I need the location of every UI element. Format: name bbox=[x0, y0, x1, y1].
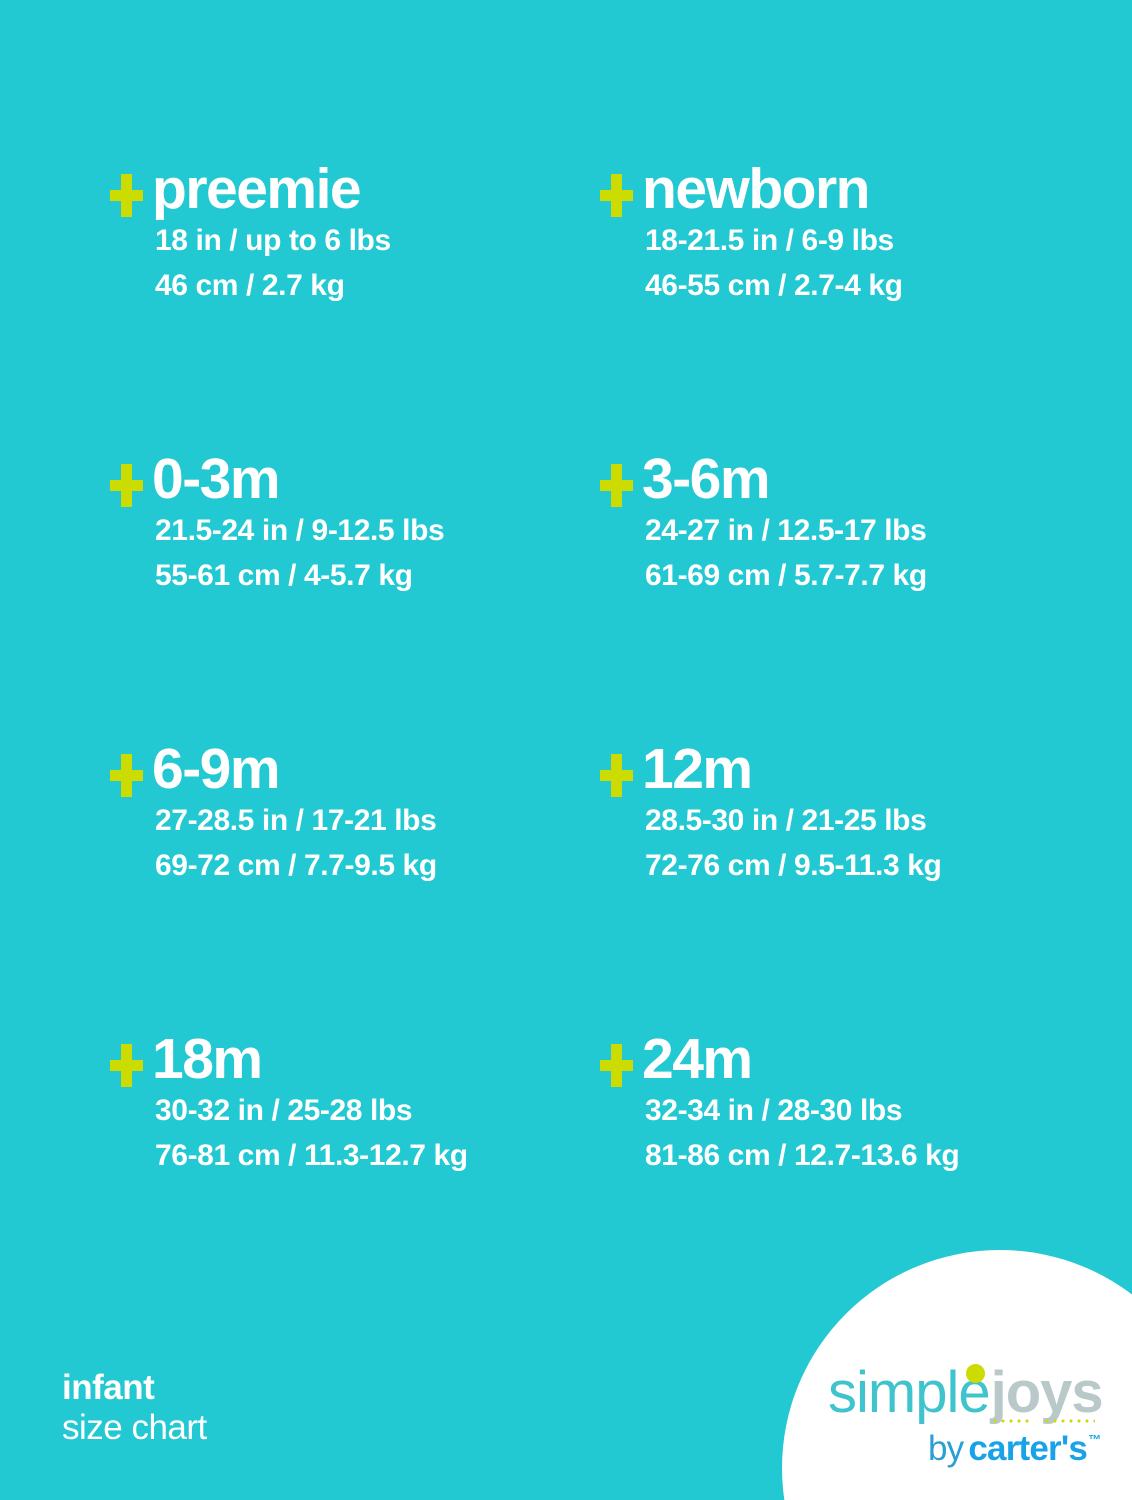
plus-icon bbox=[108, 750, 146, 806]
plus-icon bbox=[598, 750, 636, 806]
size-detail-imperial: 24-27 in / 12.5-17 lbs bbox=[645, 514, 927, 547]
plus-icon bbox=[108, 1040, 146, 1096]
size-detail-metric: 61-69 cm / 5.7-7.7 kg bbox=[645, 559, 927, 592]
footer-caption: infant size chart bbox=[62, 1368, 207, 1448]
plus-icon bbox=[108, 170, 146, 226]
caption-subtitle: size chart bbox=[62, 1408, 207, 1447]
size-title: 18m bbox=[152, 1027, 263, 1091]
size-detail-metric: 46-55 cm / 2.7-4 kg bbox=[645, 269, 903, 302]
size-detail-imperial: 30-32 in / 25-28 lbs bbox=[155, 1094, 413, 1127]
size-entry-24m[interactable]: 24m 32-34 in / 28-30 lbs 81-86 cm / 12.7… bbox=[598, 1030, 1098, 1178]
size-entry-text: 6-9m 27-28.5 in / 17-21 lbs 69-72 cm / 7… bbox=[146, 740, 588, 888]
size-title: 24m bbox=[642, 1027, 753, 1091]
plus-icon bbox=[598, 170, 636, 226]
trademark-icon: ™ bbox=[1088, 1432, 1101, 1447]
size-title: newborn bbox=[642, 157, 871, 221]
size-detail-metric: 76-81 cm / 11.3-12.7 kg bbox=[155, 1139, 468, 1172]
size-detail-metric: 55-61 cm / 4-5.7 kg bbox=[155, 559, 413, 592]
size-entry-6-9m[interactable]: 6-9m 27-28.5 in / 17-21 lbs 69-72 cm / 7… bbox=[108, 740, 588, 888]
size-entry-newborn[interactable]: newborn 18-21.5 in / 6-9 lbs 46-55 cm / … bbox=[598, 160, 1098, 308]
logo-word-simple: simple bbox=[828, 1360, 991, 1425]
plus-icon bbox=[598, 460, 636, 516]
size-title: 6-9m bbox=[152, 737, 281, 801]
caption-title: infant bbox=[62, 1368, 155, 1407]
size-entry-12m[interactable]: 12m 28.5-30 in / 21-25 lbs 72-76 cm / 9.… bbox=[598, 740, 1098, 888]
size-detail-metric: 69-72 cm / 7.7-9.5 kg bbox=[155, 849, 437, 882]
size-detail-metric: 72-76 cm / 9.5-11.3 kg bbox=[645, 849, 942, 882]
size-title: 12m bbox=[642, 737, 753, 801]
size-entry-0-3m[interactable]: 0-3m 21.5-24 in / 9-12.5 lbs 55-61 cm / … bbox=[108, 450, 588, 598]
size-entry-text: 24m 32-34 in / 28-30 lbs 81-86 cm / 12.7… bbox=[636, 1030, 1098, 1178]
size-entry-text: newborn 18-21.5 in / 6-9 lbs 46-55 cm / … bbox=[636, 160, 1098, 308]
brand-logo: simplejoys by carter's™ bbox=[828, 1362, 1108, 1482]
size-detail-imperial: 28.5-30 in / 21-25 lbs bbox=[645, 804, 927, 837]
size-entry-text: 0-3m 21.5-24 in / 9-12.5 lbs 55-61 cm / … bbox=[146, 450, 588, 598]
size-title: 3-6m bbox=[642, 447, 771, 511]
logo-byline: by carter's™ bbox=[928, 1420, 1101, 1469]
size-detail-imperial: 32-34 in / 28-30 lbs bbox=[645, 1094, 903, 1127]
size-entry-text: 18m 30-32 in / 25-28 lbs 76-81 cm / 11.3… bbox=[146, 1030, 588, 1178]
size-entry-text: preemie 18 in / up to 6 lbs 46 cm / 2.7 … bbox=[146, 160, 588, 308]
size-entry-3-6m[interactable]: 3-6m 24-27 in / 12.5-17 lbs 61-69 cm / 5… bbox=[598, 450, 1098, 598]
logo-dotted-accent-icon bbox=[1043, 1419, 1095, 1423]
logo-word-by: by bbox=[928, 1429, 964, 1468]
logo-dotted-accent-icon bbox=[991, 1419, 1033, 1423]
size-title: preemie bbox=[152, 157, 362, 221]
size-entry-18m[interactable]: 18m 30-32 in / 25-28 lbs 76-81 cm / 11.3… bbox=[108, 1030, 588, 1178]
plus-icon bbox=[598, 1040, 636, 1096]
plus-icon bbox=[108, 460, 146, 516]
logo-wordmark: simplejoys bbox=[828, 1362, 1108, 1424]
logo-word-carters: carter's bbox=[968, 1429, 1088, 1468]
size-detail-metric: 46 cm / 2.7 kg bbox=[155, 269, 345, 302]
size-title: 0-3m bbox=[152, 447, 281, 511]
logo-word-joys: joys bbox=[990, 1360, 1104, 1425]
size-entry-preemie[interactable]: preemie 18 in / up to 6 lbs 46 cm / 2.7 … bbox=[108, 160, 588, 308]
logo-dot-icon bbox=[966, 1364, 985, 1383]
size-detail-metric: 81-86 cm / 12.7-13.6 kg bbox=[645, 1139, 960, 1172]
size-entry-text: 3-6m 24-27 in / 12.5-17 lbs 61-69 cm / 5… bbox=[636, 450, 1098, 598]
size-detail-imperial: 18 in / up to 6 lbs bbox=[155, 224, 391, 257]
size-detail-imperial: 18-21.5 in / 6-9 lbs bbox=[645, 224, 894, 257]
size-detail-imperial: 21.5-24 in / 9-12.5 lbs bbox=[155, 514, 445, 547]
size-entry-text: 12m 28.5-30 in / 21-25 lbs 72-76 cm / 9.… bbox=[636, 740, 1098, 888]
size-detail-imperial: 27-28.5 in / 17-21 lbs bbox=[155, 804, 437, 837]
